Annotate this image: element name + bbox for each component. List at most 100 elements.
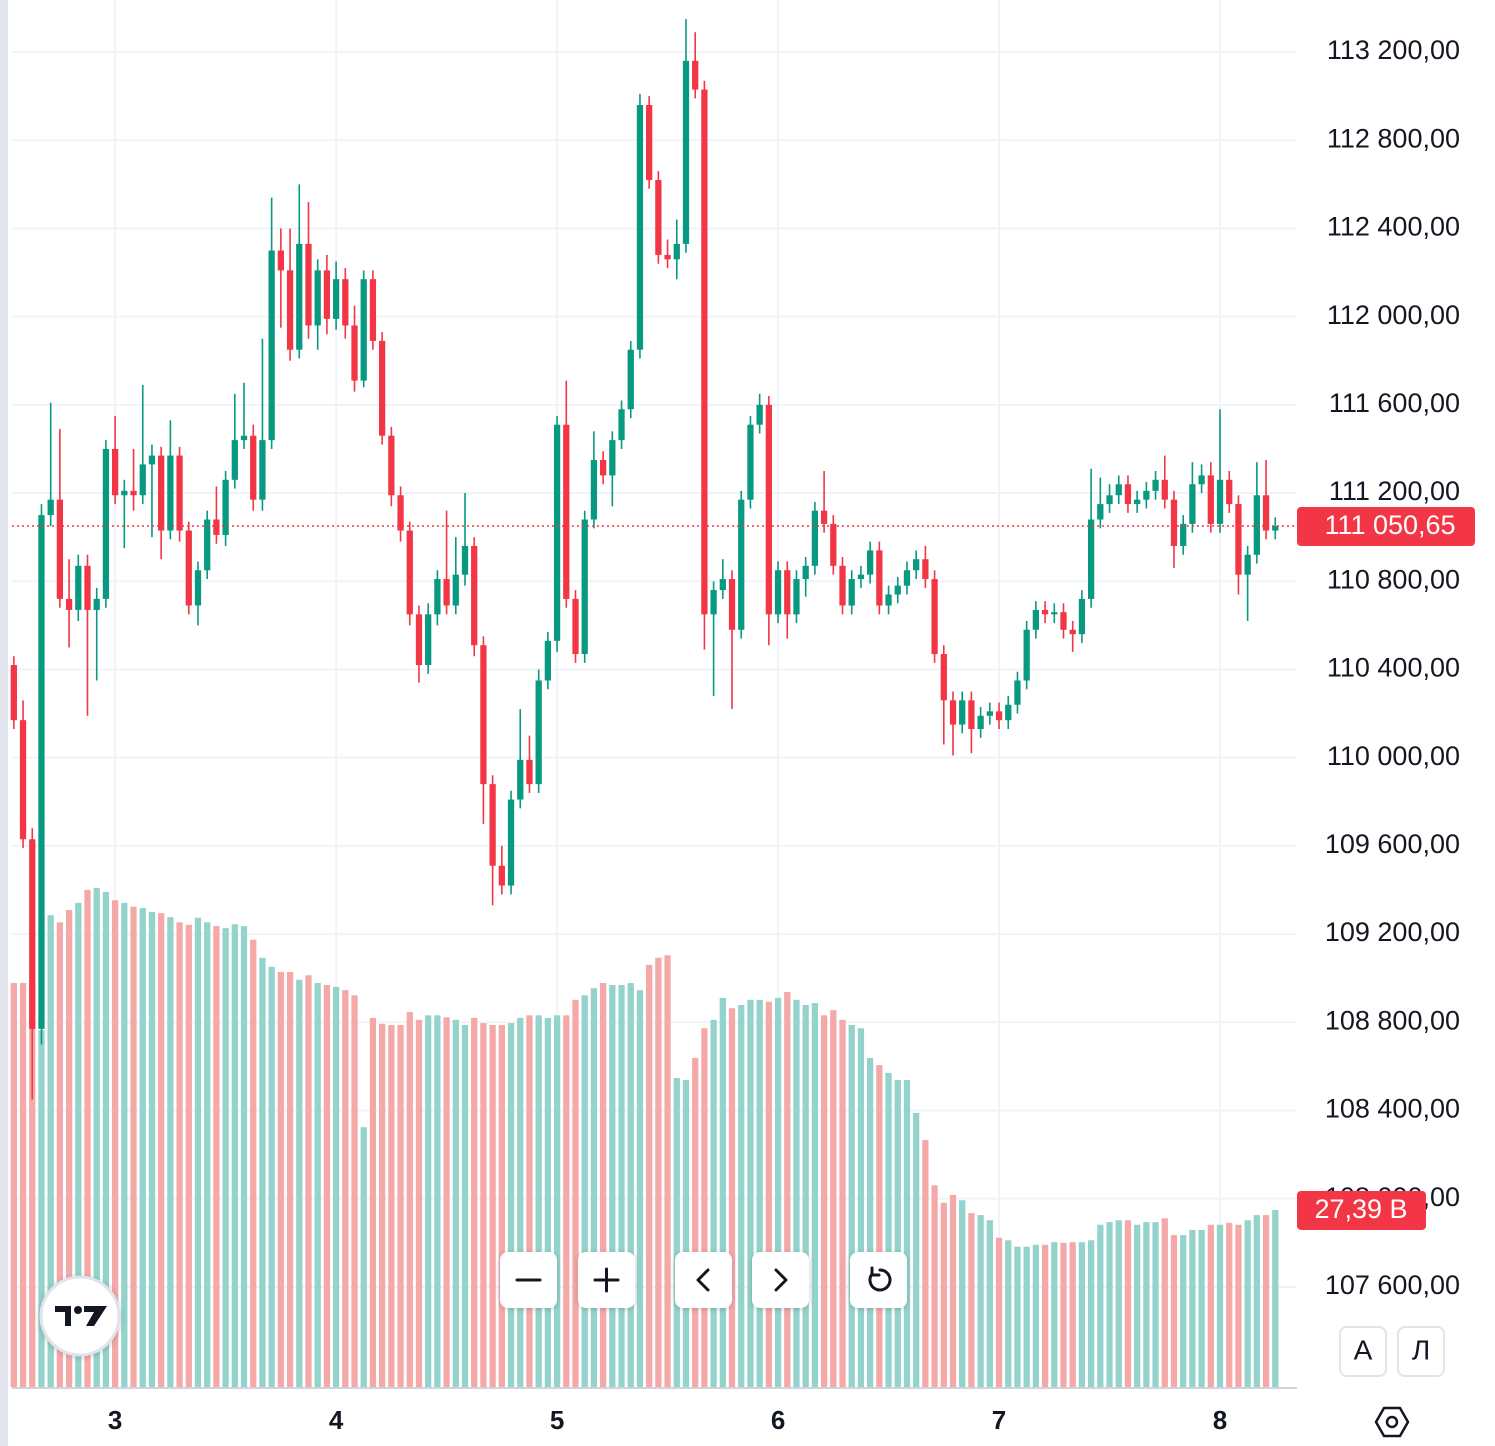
candle-body [1235,504,1242,575]
volume-bar [931,1185,938,1387]
candle-body [1023,629,1030,681]
volume-bar [1207,1224,1214,1387]
left-edge [0,0,8,1446]
volume-bar [1041,1244,1049,1387]
volume-bar [406,1012,413,1387]
zoom-in-button[interactable] [578,1252,635,1308]
candle-body [599,459,607,476]
volume-bar [93,888,100,1387]
candle-body [719,579,726,591]
volume-bar [443,1017,450,1387]
auto-label: А [1354,1334,1373,1365]
volume-bar [774,997,782,1387]
candle-body [544,640,552,681]
volume-bar [397,1025,404,1387]
y-tick-label: 112 800,00 [1327,123,1460,153]
y-tick-label: 113 200,00 [1327,35,1460,65]
candle-body [121,490,128,496]
volume-bar [1078,1242,1086,1387]
volume-bar [959,1200,966,1387]
volume-bar [240,926,248,1387]
logo[interactable] [39,1275,121,1357]
volume-bar [719,997,726,1387]
volume-bar [1023,1246,1030,1387]
volume-bar [194,917,202,1387]
volume-bar [784,992,791,1387]
candle-body [1106,495,1113,505]
volume-bar [867,1057,874,1387]
volume-bar [738,1004,745,1387]
settings-button[interactable] [1374,1406,1410,1438]
x-tick-label: 3 [108,1405,122,1435]
volume-bar [848,1025,855,1387]
volume-bar [148,911,156,1387]
zoom-out-button[interactable] [500,1252,557,1308]
volume-bar [111,900,119,1387]
volume-bar [75,902,82,1387]
candles [10,18,1279,1100]
log-scale-button[interactable]: Л [1397,1326,1445,1377]
volume-bar [305,975,312,1387]
volume-bar [1106,1222,1113,1387]
candle-body [1170,499,1178,546]
volume-bar [977,1215,984,1387]
volume-bar [940,1202,947,1387]
volume-bar [876,1065,883,1387]
volume-bar [1097,1224,1104,1387]
scroll-left-button[interactable] [675,1252,732,1308]
candle-body [526,759,533,785]
scroll-right-button[interactable] [752,1252,809,1308]
auto-scale-button[interactable]: А [1339,1326,1387,1377]
overlays: 111 050,65 27,39 B [12,506,1475,1230]
volume-bar [1143,1222,1150,1387]
volume-bar [811,1003,819,1387]
candle-body [1216,479,1224,524]
volume-bar [507,1023,515,1387]
candle-body [609,440,616,476]
volume-bar [857,1028,865,1387]
volume-bar [1235,1224,1242,1387]
candle-body [1069,629,1076,635]
volume-bar [204,922,211,1387]
reset-button[interactable] [850,1252,907,1308]
candle-body [56,499,64,599]
volume-bar [47,915,54,1387]
y-tick-label: 110 000,00 [1327,741,1460,771]
volume-bar [84,889,91,1387]
volume-bar [1032,1244,1040,1387]
volume-bar [535,1015,542,1387]
candle-body [250,435,257,500]
volume-label: 27,39 B [1314,1194,1407,1224]
candle-body [867,550,874,575]
candle-body [710,590,717,615]
price-label: 111 050,65 [1324,510,1455,540]
volume-bar [360,1127,367,1387]
candle-body [194,570,202,606]
candle-body [655,179,662,255]
volume-bar [590,988,598,1387]
candle-body [977,715,984,730]
volume-bar [682,1079,690,1387]
candle-body [1005,704,1012,721]
y-tick-label: 110 800,00 [1327,564,1460,594]
volume-bar [332,986,340,1387]
candle-body [379,340,386,436]
volume-bar [176,922,183,1387]
volume-bar [250,939,257,1387]
candle-body [425,614,432,666]
volume-bar [563,1015,570,1387]
volume-pane [10,888,1279,1387]
volume-bar [425,1015,432,1387]
candle-body [259,440,266,500]
candle-body [185,530,192,606]
volume-bar [167,917,174,1387]
candle-body [286,270,294,350]
volume-bar [342,990,349,1387]
volume-bar [1244,1220,1251,1387]
candle-body [765,404,772,615]
candle-body [1051,612,1058,615]
volume-bar [498,1025,505,1387]
candle-body [158,455,165,531]
candle-body [1198,475,1205,485]
candle-body [1161,479,1168,500]
